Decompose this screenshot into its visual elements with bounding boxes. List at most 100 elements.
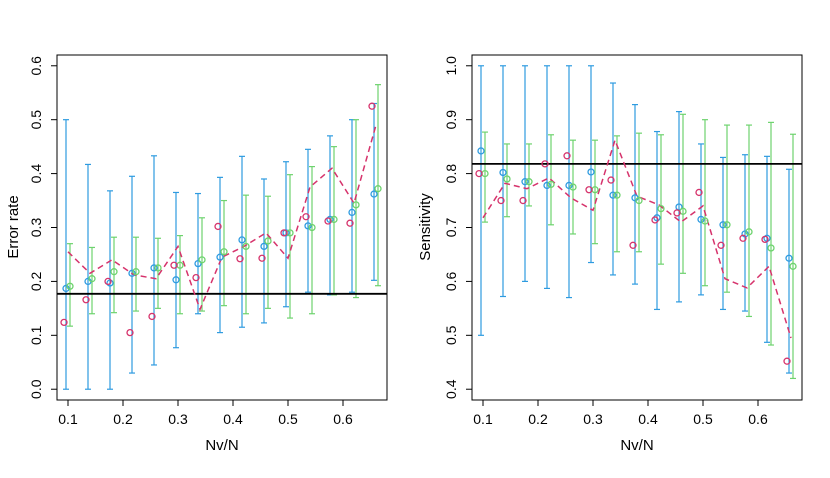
green-point — [525, 178, 533, 186]
red-point — [324, 217, 332, 225]
x-tick-label: 0.1 — [58, 411, 78, 427]
y-tick-label: 0.0 — [28, 379, 44, 399]
red-point — [258, 254, 266, 262]
marks — [472, 65, 802, 380]
green-point — [308, 223, 316, 232]
green-point — [264, 237, 272, 245]
y-axis-label: Sensitivity — [417, 193, 434, 261]
red-point — [695, 188, 703, 197]
green-point — [198, 256, 206, 264]
green-point — [374, 185, 382, 193]
blue-point — [194, 259, 202, 268]
x-tick-label: 0.4 — [638, 411, 658, 427]
error-rate-panel: Nv/N Error rate 0.1 0.2 0.3 0.4 0.5 0.60.00.1… — [5, 54, 388, 454]
blue-point — [128, 269, 136, 277]
axes: 0.1 0.2 0.3 0.4 0.5 0.6 0.0 0.1 0.2 0.3 0.4 0.5 0.6 — [28, 56, 353, 427]
y-tick-label: 0.1 — [28, 325, 44, 345]
blue-point — [521, 178, 529, 186]
blue-point — [697, 215, 705, 224]
green-point — [767, 244, 775, 252]
blue-point — [741, 230, 749, 238]
blue-point — [326, 215, 334, 224]
blue-point — [609, 191, 617, 199]
x-axis-label: Nv/N — [620, 437, 653, 454]
red-point — [475, 169, 483, 178]
blue-point — [587, 168, 595, 176]
green-point — [569, 183, 577, 191]
red-point — [541, 160, 549, 168]
red-point — [170, 261, 178, 269]
plot-frame — [56, 54, 388, 401]
blue-point — [348, 208, 356, 217]
x-axis-label: Nv/N — [205, 437, 238, 454]
y-tick-label: 0.7 — [443, 218, 459, 238]
blue-point — [370, 190, 378, 198]
green-point — [242, 242, 250, 251]
red-point — [192, 273, 200, 282]
red-point — [673, 209, 681, 217]
y-tick-label: 0.5 — [28, 110, 44, 130]
green-point — [701, 217, 709, 225]
green-point — [88, 275, 96, 283]
x-tick-label: 0.5 — [693, 411, 713, 427]
x-tick-label: 0.3 — [168, 411, 188, 427]
blue-point — [172, 276, 180, 284]
y-tick-label: 0.6 — [443, 271, 459, 291]
red-point — [346, 219, 354, 227]
green-point — [657, 204, 665, 213]
red-point — [563, 152, 571, 160]
red-point — [761, 235, 769, 244]
green-point — [352, 201, 360, 209]
green-point — [220, 248, 228, 256]
blue-point — [477, 147, 485, 155]
y-tick-label: 0.8 — [443, 164, 459, 184]
red-point — [148, 312, 156, 321]
red-dashed-line — [67, 124, 377, 312]
y-tick-label: 1.0 — [443, 56, 459, 76]
green-point — [547, 180, 555, 189]
x-tick-label: 0.1 — [473, 411, 493, 427]
red-point — [214, 222, 222, 231]
y-tick-label: 0.3 — [28, 218, 44, 238]
red-point — [126, 328, 134, 337]
green-point — [154, 264, 162, 272]
blue-point — [106, 279, 114, 287]
marks — [57, 84, 387, 390]
x-tick-label: 0.4 — [223, 411, 243, 427]
y-tick-label: 0.2 — [28, 271, 44, 291]
green-point — [789, 262, 797, 270]
red-point — [739, 234, 747, 242]
blue-point — [216, 253, 224, 261]
sensitivity-panel: Nv/N Sensitivity 0.1 0.2 0.3 0.4 0.5 0.60.40.… — [417, 54, 803, 454]
blue-point — [785, 254, 793, 262]
red-point — [82, 296, 90, 304]
red-point — [60, 318, 68, 327]
red-point — [236, 255, 244, 263]
blue-point — [499, 168, 507, 177]
x-tick-label: 0.6 — [333, 411, 353, 427]
blue-point — [62, 284, 70, 293]
blue-point — [150, 264, 158, 272]
plot-frame — [471, 54, 803, 401]
green-point — [723, 221, 731, 229]
blue-point — [260, 242, 268, 251]
red-point — [651, 216, 659, 224]
red-point — [717, 241, 725, 249]
y-tick-label: 0.4 — [28, 164, 44, 184]
green-point — [110, 268, 118, 276]
green-point — [503, 175, 511, 183]
red-point — [368, 102, 376, 110]
green-point — [635, 196, 643, 205]
blue-point — [304, 222, 312, 230]
x-tick-label: 0.2 — [528, 411, 548, 427]
green-point — [745, 228, 753, 236]
red-dashed-line — [482, 137, 792, 339]
red-point — [629, 241, 637, 249]
blue-point — [565, 181, 573, 190]
y-tick-label: 0.9 — [443, 110, 459, 130]
red-point — [280, 229, 288, 237]
x-tick-label: 0.3 — [583, 411, 603, 427]
red-point — [497, 196, 505, 205]
y-tick-label: 0.5 — [443, 325, 459, 345]
